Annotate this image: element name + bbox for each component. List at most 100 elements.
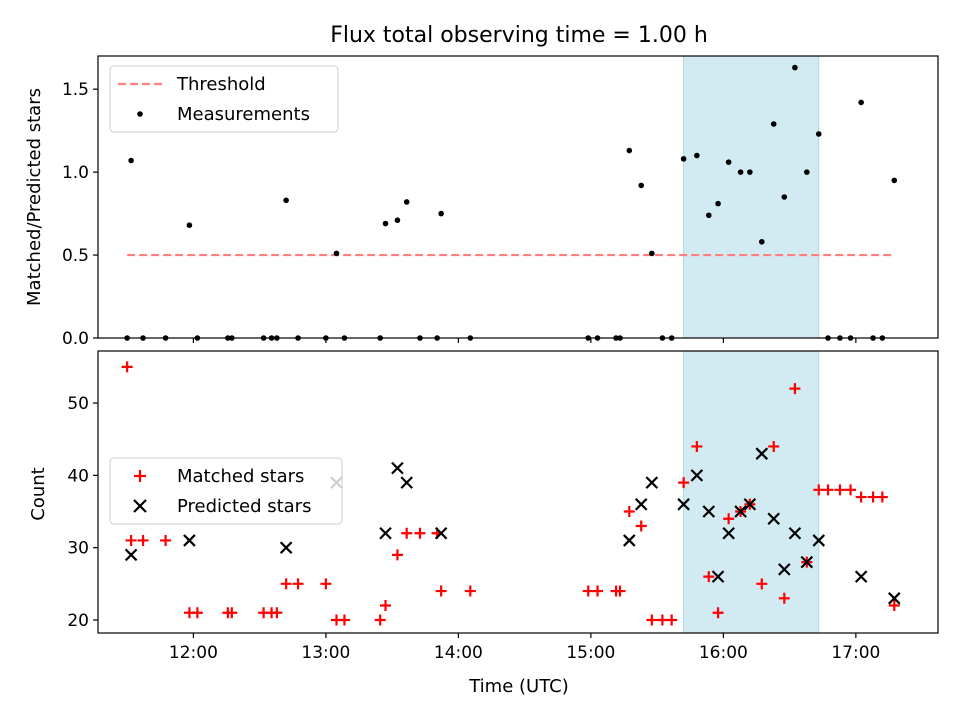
matched-star-point: [125, 534, 137, 546]
matched-star-point: [271, 607, 283, 619]
matched-star-point: [391, 549, 403, 561]
bottom-axes-frame: [97, 350, 939, 634]
matched-star-point: [121, 361, 133, 373]
measurement-point: [737, 169, 744, 175]
matched-star-point: [813, 484, 825, 496]
predicted-star-point: [623, 534, 636, 547]
x-tick-label: 16:00: [699, 643, 748, 663]
measurement-point: [394, 217, 401, 224]
bottom-legend-box: [109, 457, 343, 525]
predicted-star-point: [755, 447, 769, 460]
predicted-star-point: [854, 570, 868, 583]
legend-threshold-label: Threshold: [176, 74, 266, 95]
top-panel: 0.0 0.5 1.0 1.5 Matched/Predicted stars Thr…: [24, 55, 939, 349]
predicted-star-point: [888, 592, 901, 605]
predicted-star-point: [124, 548, 138, 562]
legend-matched-label: Matched stars: [177, 466, 304, 487]
predicted-star-point: [800, 555, 814, 569]
predicted-star-point: [645, 476, 659, 489]
legend-measurements-label: Measurements: [177, 104, 310, 125]
predicted-star-point: [677, 498, 690, 511]
x-tick-label: 13:00: [301, 643, 350, 663]
predicted-star-point: [711, 570, 725, 583]
measurement-point: [649, 250, 655, 257]
matched-star-point: [292, 578, 304, 590]
matched-star-point: [656, 614, 668, 626]
legend-matched-marker: [134, 470, 146, 482]
matched-star-point: [582, 585, 594, 597]
x-tick-label: 15:00: [566, 643, 615, 663]
measurement-point: [770, 121, 777, 127]
matched-star-point: [635, 520, 647, 532]
legend-predicted-marker: [133, 499, 147, 513]
measurement-point: [382, 220, 389, 227]
measurement-point: [638, 182, 645, 189]
predicted-star-point: [722, 526, 735, 540]
predicted-star-point: [634, 498, 648, 511]
bottom-ylabel: Count: [28, 467, 49, 520]
matched-star-point: [822, 484, 834, 496]
measurement-point: [438, 210, 444, 217]
measurement-point: [705, 212, 712, 219]
measurement-point: [186, 222, 193, 228]
measurement-point: [725, 159, 732, 165]
predicted-star-point: [734, 505, 747, 518]
matched-star-point: [435, 585, 447, 597]
matched-star-point: [789, 383, 801, 395]
y-tick-label: 1.5: [62, 80, 89, 100]
matched-star-point: [834, 484, 846, 496]
matched-star-point: [338, 614, 350, 626]
x-tick-label: 17:00: [831, 643, 880, 663]
predicted-star-point: [379, 526, 392, 540]
measurement-point: [781, 194, 788, 200]
measurement-point: [283, 197, 289, 204]
measurement-point: [694, 152, 700, 159]
matched-star-point: [191, 607, 203, 619]
matched-star-point: [280, 578, 292, 590]
legend-measurements-marker: [137, 111, 143, 117]
predicted-star-point: [690, 469, 704, 482]
y-tick-label: 50: [67, 394, 89, 414]
matched-star-point: [845, 484, 857, 496]
matched-star-point: [374, 614, 386, 626]
matched-star-point: [756, 578, 768, 590]
matched-star-point: [723, 513, 735, 525]
matched-star-point: [137, 534, 149, 546]
top-legend-box: [109, 65, 339, 133]
matched-star-point: [876, 491, 888, 503]
measurement-point: [815, 131, 822, 137]
matched-star-point: [888, 600, 900, 612]
highlight-span: [683, 55, 820, 339]
predicted-star-point: [400, 476, 413, 489]
legend-predicted-label: Predicted stars: [177, 496, 311, 517]
predicted-star-point: [767, 512, 780, 526]
matched-star-point: [226, 607, 238, 619]
predicted-star-point: [788, 526, 802, 540]
measurement-point: [626, 147, 633, 154]
predicted-star-point: [279, 541, 293, 554]
measurement-point: [403, 199, 410, 205]
matched-star-point: [703, 571, 715, 583]
matched-star-point: [591, 585, 603, 597]
matched-star-point: [614, 585, 626, 597]
measurement-point: [858, 99, 864, 106]
matched-star-point: [464, 585, 476, 597]
predicted-star-point: [743, 498, 757, 511]
bottom-legend: Matched stars Predicted stars: [109, 457, 343, 525]
chart-title: Flux total observing time = 1.00 h: [330, 23, 708, 48]
matched-star-point: [855, 491, 867, 503]
y-tick-label: 0.5: [62, 246, 89, 266]
bottom-xlabel: Time (UTC): [468, 676, 569, 697]
matched-star-point: [768, 440, 780, 452]
predicted-star-point: [434, 526, 448, 540]
measurement-point: [333, 250, 340, 257]
matched-star-point: [320, 578, 332, 590]
y-tick-label: 1.0: [62, 163, 89, 183]
matched-star-point: [646, 614, 658, 626]
x-tick-label: 12:00: [169, 643, 218, 663]
measurement-point: [715, 200, 721, 207]
measurement-point: [891, 177, 898, 184]
matched-star-point: [380, 600, 392, 612]
predicted-star-point: [812, 534, 826, 547]
